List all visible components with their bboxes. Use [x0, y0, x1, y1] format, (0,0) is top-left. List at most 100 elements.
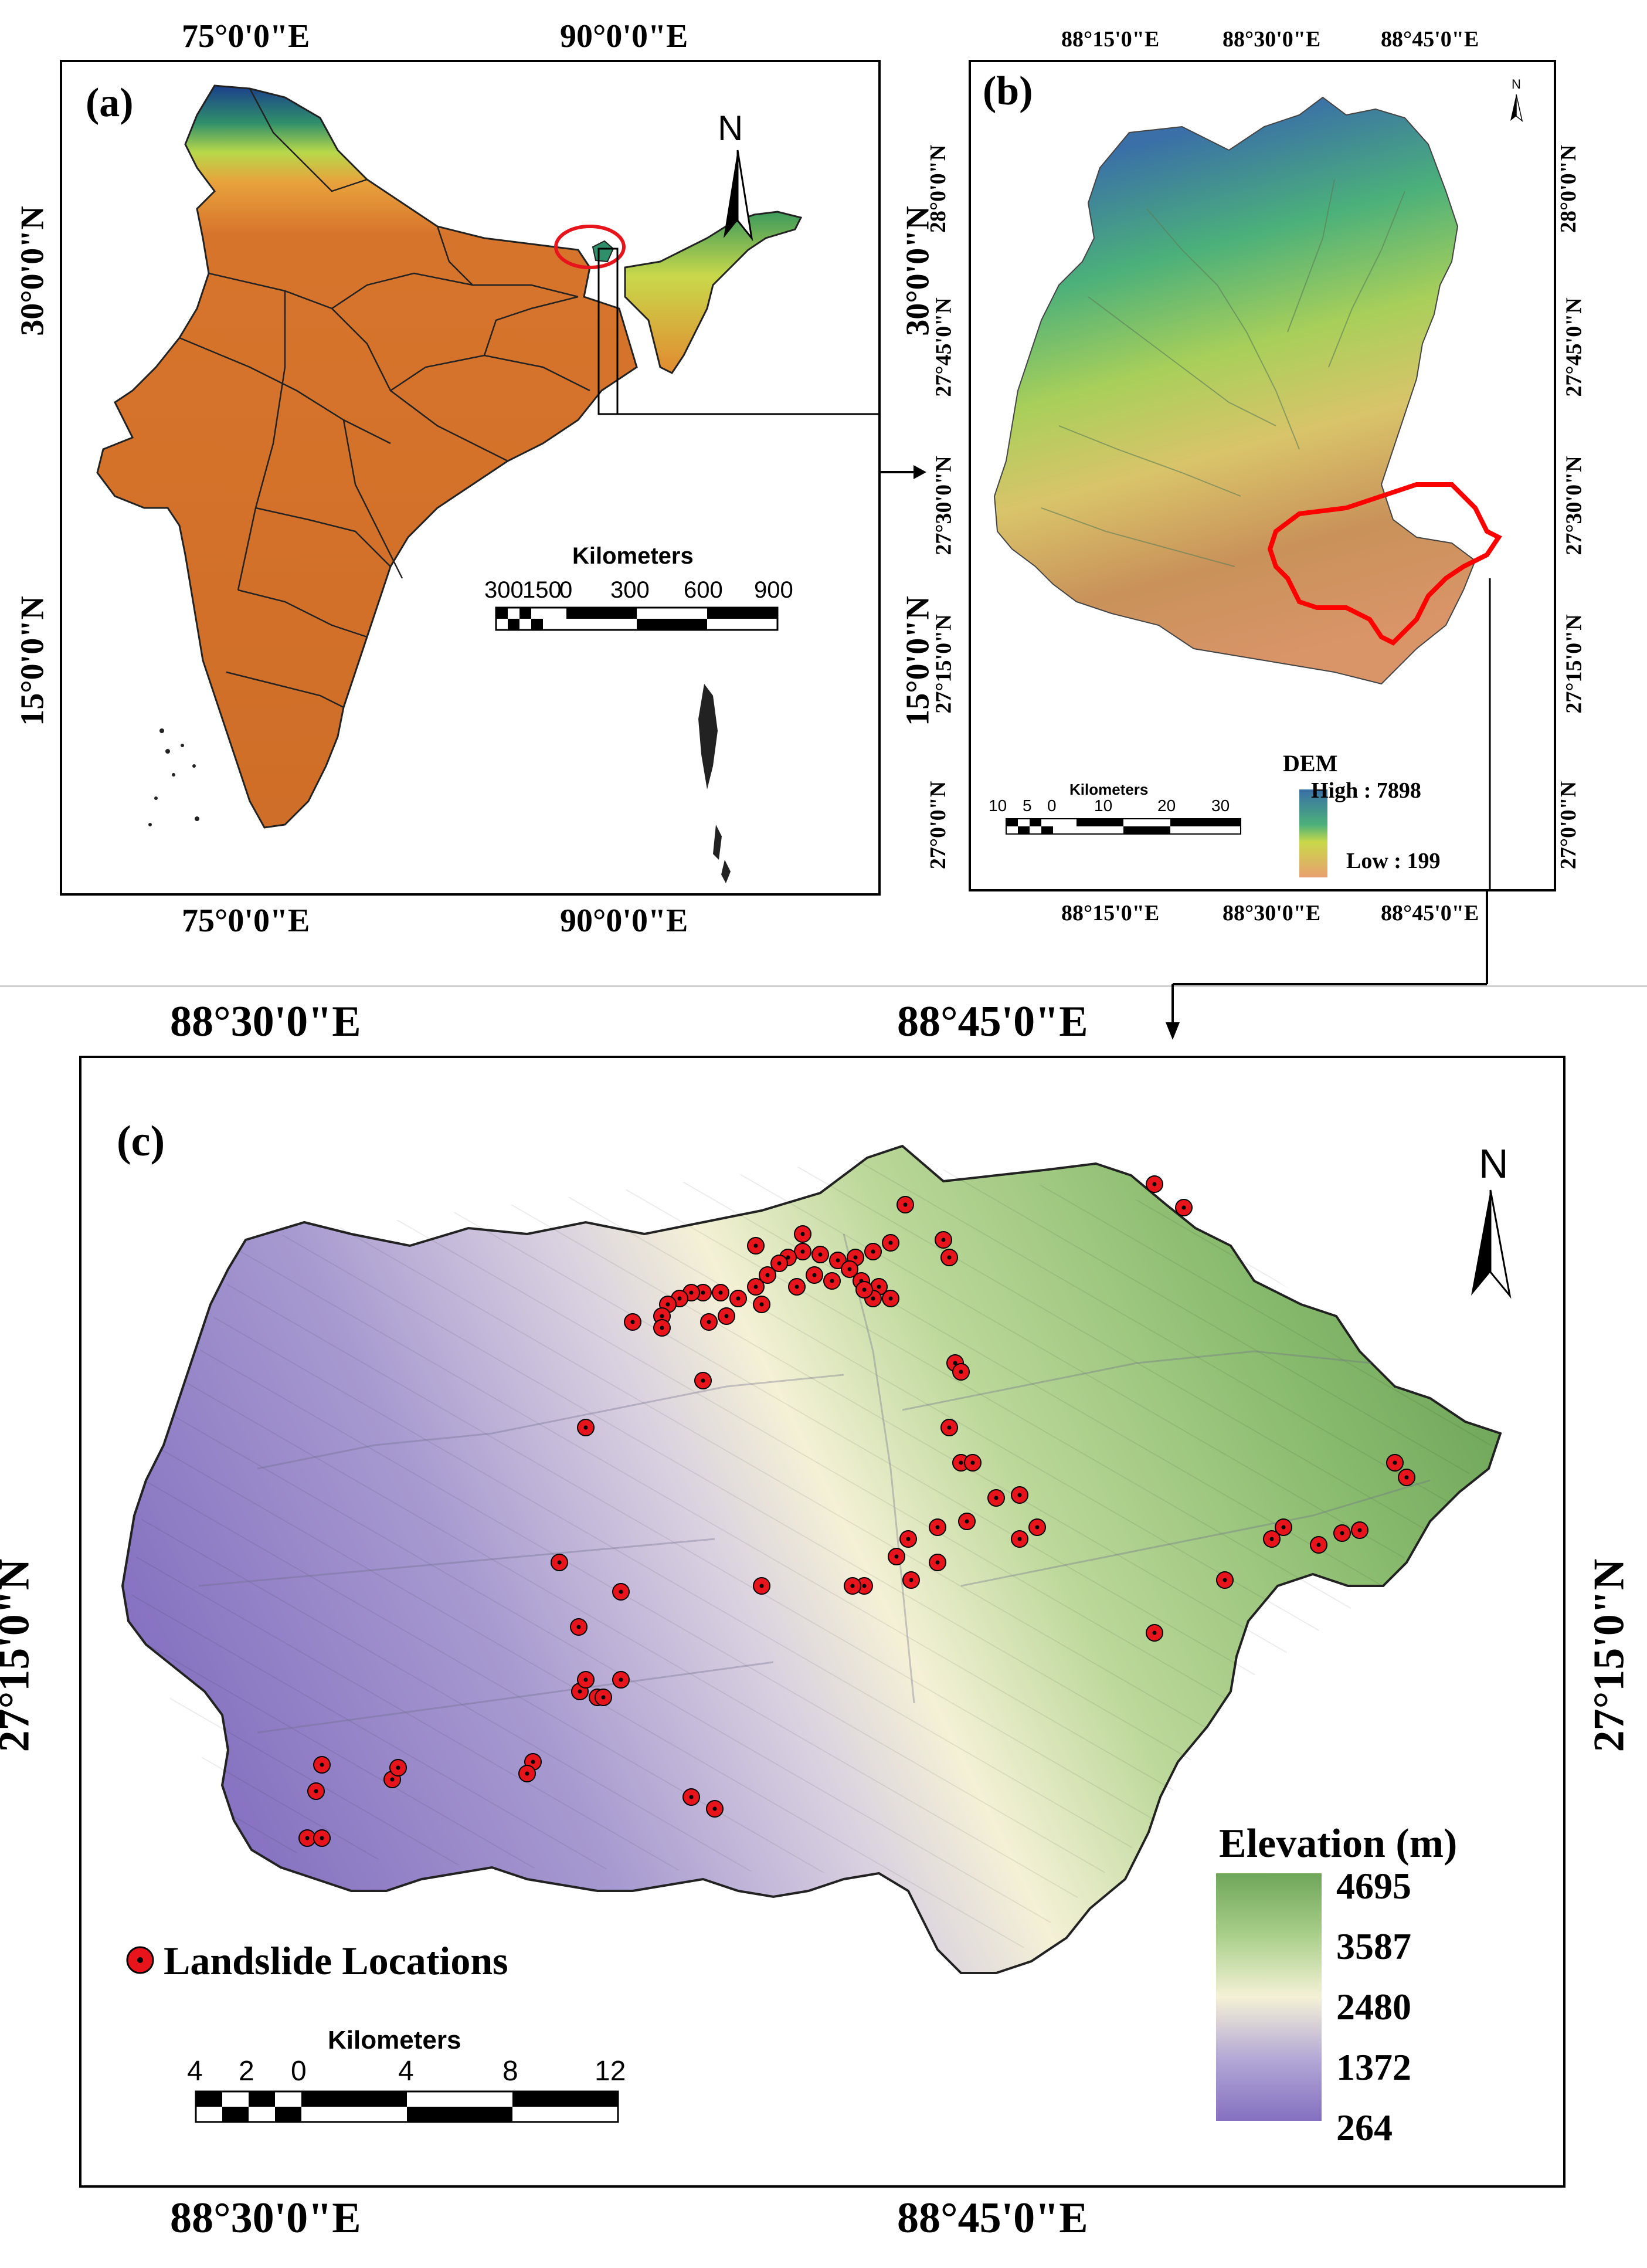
- landslide-point: [759, 1266, 776, 1284]
- scale-bar-b: [1006, 818, 1241, 835]
- locator-box: [597, 248, 619, 415]
- scale-title-c: Kilometers: [328, 2026, 461, 2055]
- panel-c-frame: (c) N Elevation (m) 4695 3587 2480 1372 …: [79, 1056, 1566, 2188]
- panel-b-right-tick: 27°15'0"N: [1561, 614, 1587, 714]
- panel-b-bottom-tick: 88°30'0"E: [1222, 901, 1321, 925]
- panel-b-bottom-tick: 88°15'0"E: [1061, 901, 1160, 925]
- india-northeast: [624, 211, 803, 374]
- landslide-point: [987, 1489, 1005, 1507]
- landslide-point: [929, 1518, 946, 1536]
- landslide-point: [811, 1246, 829, 1263]
- state-boundaries: [179, 88, 590, 708]
- landslide-point: [882, 1234, 899, 1252]
- study-area-map: [121, 1144, 1512, 2123]
- panel-b-left-tick: 27°0'0"N: [926, 781, 951, 870]
- panel-b-frame: (b) N Kilometers 10 5 0 10 20 30 DEM Hig…: [969, 60, 1556, 891]
- landslide-point: [1386, 1454, 1404, 1472]
- landslide-point: [806, 1266, 823, 1284]
- landslide-point: [1333, 1524, 1351, 1542]
- landslide-point: [823, 1272, 841, 1290]
- landslide-point: [595, 1689, 612, 1706]
- landslide-point: [712, 1284, 729, 1301]
- landslide-point: [929, 1554, 946, 1571]
- landslide-point: [1310, 1536, 1327, 1554]
- panel-b-left-tick: 27°45'0"N: [931, 297, 956, 397]
- panel-c-label: (c): [117, 1117, 165, 1165]
- scale-tick-c: 2: [239, 2056, 254, 2087]
- landslide-point: [551, 1554, 568, 1571]
- panel-b-right-tick: 28°0'0"N: [1556, 144, 1581, 233]
- landslide-point: [940, 1249, 958, 1266]
- dem-legend-ramp: [1299, 789, 1327, 877]
- panel-a-frame: N (a) Kilometers 300 150 0 300 600 900: [60, 60, 881, 896]
- landslide-point: [612, 1583, 630, 1601]
- scale-tick-b: 0: [1047, 796, 1057, 815]
- scale-tick: 600: [684, 577, 723, 603]
- landslide-point: [1011, 1486, 1028, 1504]
- scale-tick-c: 4: [398, 2056, 414, 2087]
- scale-tick-c: 4: [187, 2056, 203, 2087]
- landslide-point: [389, 1759, 407, 1777]
- landslide-point: [577, 1419, 595, 1436]
- landslide-point: [612, 1671, 630, 1689]
- landslide-point: [518, 1765, 536, 1782]
- landslide-point: [788, 1278, 806, 1296]
- elevation-legend-value: 264: [1336, 2107, 1393, 2148]
- landslide-point: [313, 1829, 331, 1847]
- landslide-point: [896, 1196, 914, 1213]
- panel-a-top-tick: 90°0'0"E: [560, 18, 688, 55]
- panel-c-top-tick: 88°30'0"E: [170, 998, 361, 1046]
- panel-a-bottom-tick: 90°0'0"E: [560, 903, 688, 939]
- north-arrow-large-icon: [1471, 1189, 1512, 1299]
- landslide-point: [935, 1231, 952, 1249]
- landslide-point: [682, 1788, 700, 1806]
- landslide-legend-label: Landslide Locations: [164, 1938, 508, 1983]
- panel-b-top-tick: 88°45'0"E: [1381, 27, 1479, 52]
- panel-c-bottom-tick: 88°30'0"E: [170, 2194, 361, 2242]
- elevation-legend-value: 1372: [1336, 2046, 1411, 2088]
- sikkim-outline: [993, 96, 1476, 685]
- scale-tick: 300: [484, 577, 524, 603]
- scale-bar-c: [195, 2090, 619, 2123]
- scale-tick-c: 0: [291, 2056, 307, 2087]
- landslide-point: [653, 1319, 671, 1337]
- landslide-point: [718, 1307, 735, 1325]
- landslide-point: [902, 1571, 920, 1589]
- landslide-point: [864, 1243, 882, 1260]
- panel-c-top-tick: 88°45'0"E: [897, 998, 1088, 1046]
- landslide-points: [298, 1175, 1415, 1847]
- landslide-point: [1275, 1518, 1292, 1536]
- panel-b-right-tick: 27°45'0"N: [1561, 297, 1587, 397]
- panel-a-left-tick: 30°0'0"N: [14, 206, 51, 336]
- scale-bar: [495, 606, 779, 631]
- india-map: [96, 84, 878, 883]
- landslide-point: [1263, 1530, 1281, 1548]
- scale-tick-c: 8: [502, 2056, 518, 2087]
- panel-a-bottom-tick: 75°0'0"E: [182, 903, 310, 939]
- landslide-point: [753, 1577, 770, 1595]
- scale-title: Kilometers: [572, 543, 694, 569]
- north-label-b: N: [1512, 77, 1521, 91]
- sikkim-region: [592, 240, 614, 263]
- panel-b-right-tick: 27°30'0"N: [1561, 456, 1587, 555]
- sikkim-dem-map: [993, 94, 1523, 889]
- elevation-legend-ramp: [1216, 1873, 1322, 2121]
- elevation-legend-value: 4695: [1336, 1865, 1411, 1907]
- landslide-point: [747, 1237, 765, 1255]
- landslide-point: [729, 1290, 747, 1307]
- scale-tick-b: 10: [1094, 796, 1113, 815]
- landslide-point: [1146, 1175, 1163, 1193]
- panel-a-top-tick: 75°0'0"E: [182, 18, 310, 55]
- landslide-point: [888, 1548, 905, 1565]
- panel-b-right-tick: 27°0'0"N: [1556, 781, 1581, 870]
- landslide-point: [841, 1260, 858, 1278]
- connector-arrow-a-b: [879, 465, 926, 479]
- connector-arrow-b-c: [1166, 890, 1488, 1040]
- landslide-point: [307, 1782, 325, 1800]
- panel-c-left-tick: 27°15'0"N: [0, 1558, 39, 1752]
- landslide-point: [964, 1454, 982, 1472]
- landslide-point: [855, 1281, 873, 1299]
- landslide-point: [706, 1800, 724, 1818]
- elevation-legend-value: 3587: [1336, 1925, 1411, 1967]
- elevation-legend-value: 2480: [1336, 1986, 1411, 2028]
